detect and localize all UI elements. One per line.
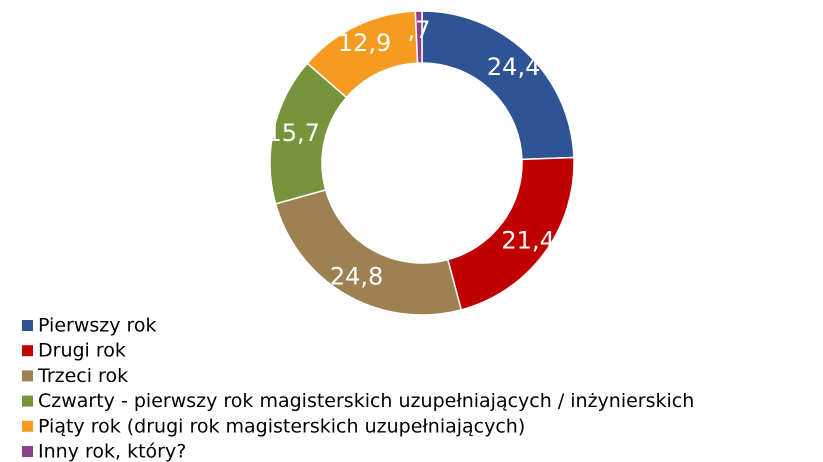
- legend-label: Trzeci rok: [37, 365, 128, 387]
- slice: [421, 10, 575, 161]
- data-label: 15,7: [267, 119, 320, 147]
- data-label: 12,9: [338, 29, 391, 57]
- legend-label: Pierwszy rok: [38, 315, 157, 337]
- slice: [414, 10, 423, 64]
- legend-label: Piąty rok (drugi rok magisterskich uzupe…: [38, 415, 525, 437]
- data-label: ,7: [408, 16, 431, 44]
- data-label: 21,4: [501, 226, 554, 254]
- legend-swatch: [22, 345, 33, 357]
- legend-swatch: [22, 320, 33, 331]
- legend-swatch: [22, 446, 33, 457]
- legend-swatch: [22, 395, 33, 407]
- legend-label: Drugi rok: [38, 340, 126, 362]
- data-label: 24,8: [330, 263, 383, 291]
- slice: [274, 188, 463, 316]
- legend-swatch: [22, 370, 33, 382]
- data-label: 24,4: [487, 53, 540, 81]
- legend-label: Inny rok, który?: [38, 441, 186, 462]
- legend-label: Czwarty - pierwszy rok magisterskich uzu…: [38, 390, 694, 412]
- legend-swatch: [22, 420, 33, 432]
